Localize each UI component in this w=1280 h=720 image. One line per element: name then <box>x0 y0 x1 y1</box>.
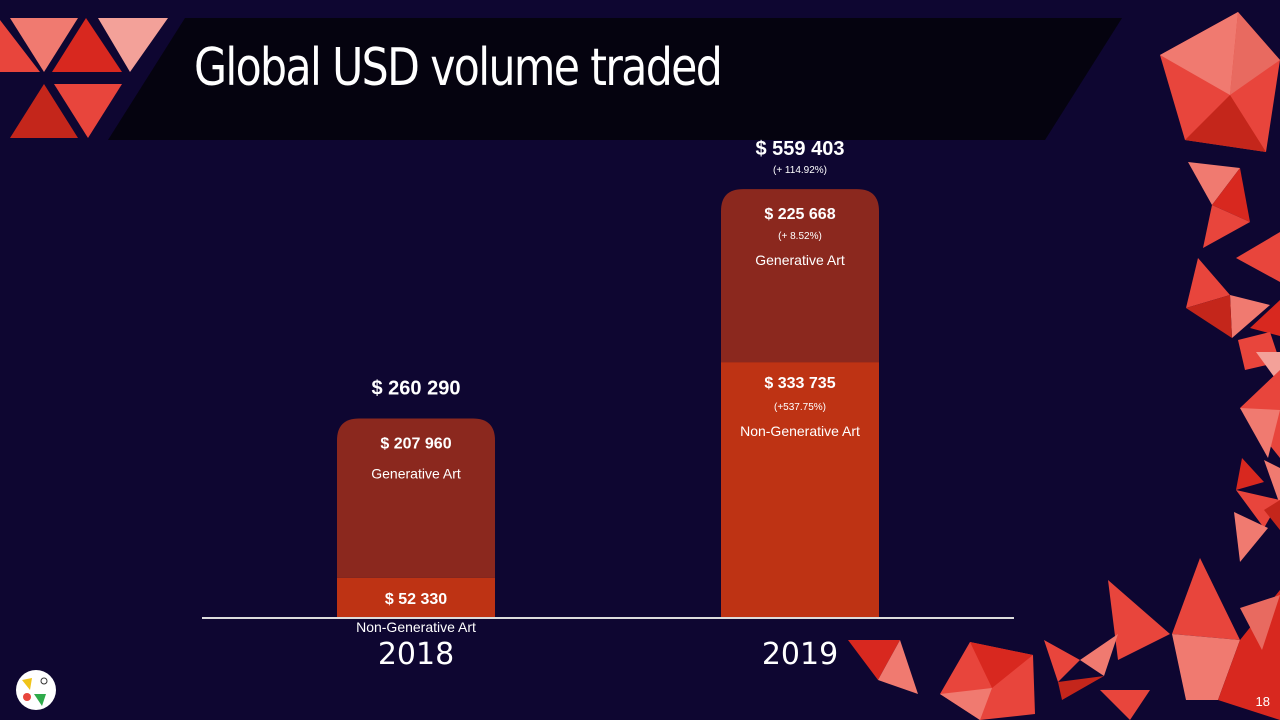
logo-icon <box>16 670 56 710</box>
polygon-gems-right <box>1160 12 1280 562</box>
non-generative-name-label-2018: Non-Generative Art <box>356 619 476 635</box>
bar-generative-2018 <box>337 418 495 578</box>
polygon-gems-bottom <box>848 558 1280 720</box>
generative-name-label-2019: Generative Art <box>755 252 845 268</box>
bar-non-generative-2019 <box>721 362 879 618</box>
non-generative-change-label-2019: (+537.75%) <box>774 402 826 413</box>
triangle-cluster-topleft <box>0 18 168 138</box>
x-tick-label-2018: 2018 <box>378 637 454 672</box>
generative-change-label-2019: (+ 8.52%) <box>778 231 822 242</box>
page-title: Global USD volume traded <box>194 38 723 98</box>
bar-non-generative-2018 <box>337 577 495 618</box>
generative-value-label-2018: $ 207 960 <box>380 435 451 452</box>
generative-name-label-2018: Generative Art <box>371 465 461 481</box>
total-label-2018: $ 260 290 <box>372 377 461 399</box>
non-generative-value-label-2019: $ 333 735 <box>764 375 835 392</box>
page-number: 18 <box>1255 694 1270 709</box>
title-band <box>108 18 1122 140</box>
x-tick-label-2019: 2019 <box>762 637 838 672</box>
generative-value-label-2019: $ 225 668 <box>764 206 835 223</box>
non-generative-name-label-2019: Non-Generative Art <box>740 423 860 439</box>
non-generative-value-label-2018: $ 52 330 <box>385 591 447 608</box>
total-label-2019: $ 559 403 <box>756 138 845 160</box>
bar-generative-2019 <box>721 189 879 363</box>
total-change-label-2019: (+ 114.92%) <box>773 165 827 176</box>
